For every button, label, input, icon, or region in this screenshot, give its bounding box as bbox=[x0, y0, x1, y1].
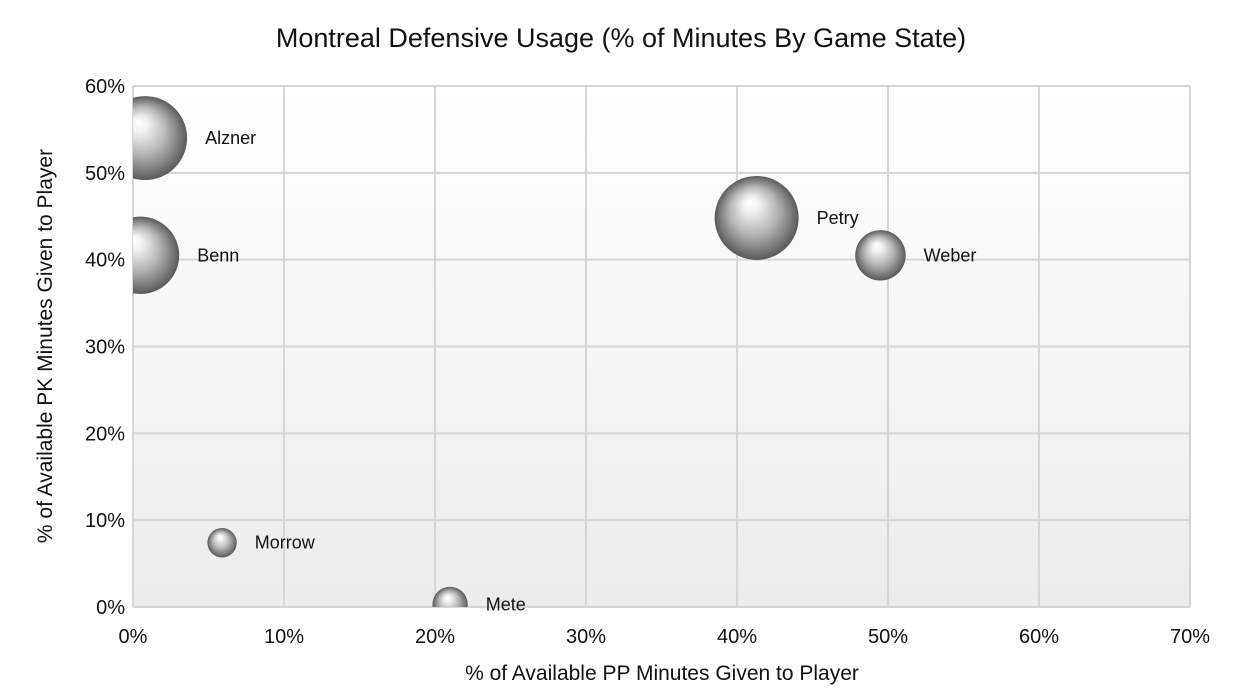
bubble-label-alzner: Alzner bbox=[205, 128, 256, 148]
y-axis-ticks: 0% 10% 20% 30% 40% 50% 60% bbox=[85, 76, 125, 619]
x-tick-label: 50% bbox=[868, 626, 908, 648]
y-tick-label: 50% bbox=[85, 163, 125, 185]
y-tick-label: 30% bbox=[85, 337, 125, 359]
x-tick-label: 40% bbox=[717, 626, 757, 648]
bubble-weber bbox=[855, 230, 906, 281]
bubble-labels: Alzner Benn Petry Weber Morrow Mete bbox=[197, 128, 976, 614]
bubble-label-weber: Weber bbox=[924, 245, 977, 265]
x-tick-label: 60% bbox=[1019, 626, 1059, 648]
bubble-label-petry: Petry bbox=[817, 208, 859, 228]
bubble-benn bbox=[133, 216, 180, 294]
y-axis-title: % of Available PK Minutes Given to Playe… bbox=[34, 149, 57, 543]
x-tick-label: 70% bbox=[1170, 626, 1210, 648]
y-tick-label: 40% bbox=[85, 250, 125, 272]
x-axis-title: % of Available PP Minutes Given to Playe… bbox=[465, 662, 859, 685]
x-tick-label: 20% bbox=[415, 626, 455, 648]
y-tick-label: 0% bbox=[96, 597, 125, 619]
y-tick-label: 20% bbox=[85, 423, 125, 445]
y-tick-label: 10% bbox=[85, 510, 125, 532]
bubble-petry bbox=[714, 175, 799, 260]
x-tick-label: 0% bbox=[119, 626, 148, 648]
grid-lines bbox=[132, 85, 1191, 608]
chart-title: Montreal Defensive Usage (% of Minutes B… bbox=[276, 23, 966, 53]
bubble-mete bbox=[432, 586, 468, 607]
x-tick-label: 30% bbox=[566, 626, 606, 648]
bubble-series bbox=[133, 96, 906, 607]
bubble-label-benn: Benn bbox=[197, 245, 239, 265]
bubble-label-mete: Mete bbox=[486, 594, 526, 614]
bubble-morrow bbox=[207, 528, 237, 558]
bubble-label-morrow: Morrow bbox=[255, 533, 316, 553]
x-axis-ticks: 0% 10% 20% 30% 40% 50% 60% 70% bbox=[119, 626, 1211, 648]
x-tick-label: 10% bbox=[264, 626, 304, 648]
bubble-alzner bbox=[133, 96, 188, 181]
y-tick-label: 60% bbox=[85, 76, 125, 98]
